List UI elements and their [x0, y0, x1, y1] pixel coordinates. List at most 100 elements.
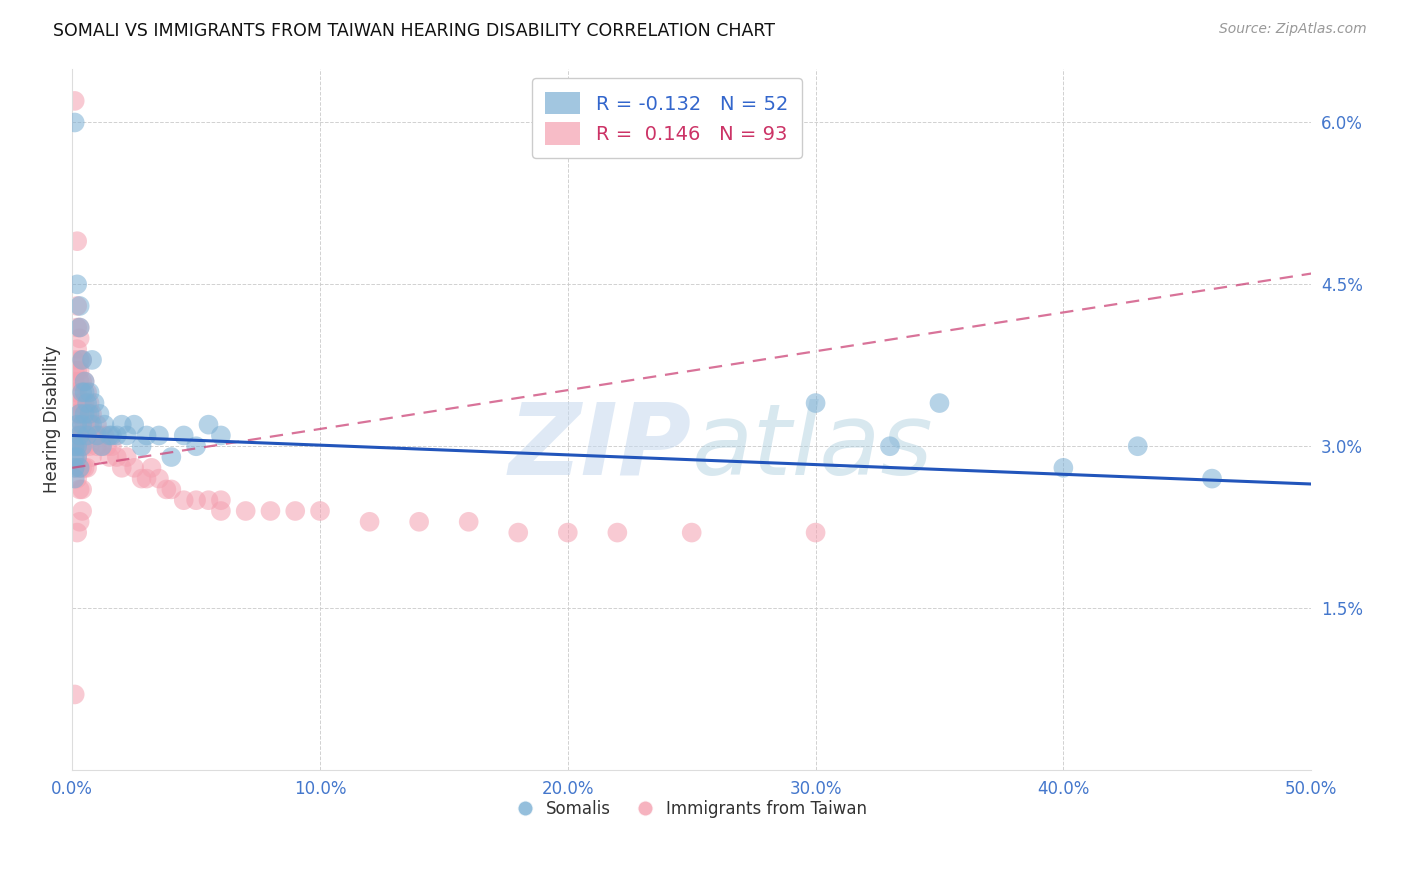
- Somalis: [209, 428, 232, 442]
- Somalis: [63, 460, 86, 475]
- Immigrants from Taiwan: [184, 493, 207, 508]
- Immigrants from Taiwan: [70, 407, 93, 421]
- Immigrants from Taiwan: [135, 472, 157, 486]
- Somalis: [804, 396, 827, 410]
- Somalis: [160, 450, 183, 464]
- Somalis: [63, 115, 86, 129]
- Somalis: [63, 450, 86, 464]
- Immigrants from Taiwan: [69, 375, 91, 389]
- Somalis: [69, 320, 91, 334]
- Immigrants from Taiwan: [73, 375, 96, 389]
- Immigrants from Taiwan: [76, 407, 98, 421]
- Immigrants from Taiwan: [69, 515, 91, 529]
- Immigrants from Taiwan: [73, 460, 96, 475]
- Immigrants from Taiwan: [63, 407, 86, 421]
- Immigrants from Taiwan: [89, 428, 111, 442]
- Immigrants from Taiwan: [69, 439, 91, 453]
- Somalis: [148, 428, 170, 442]
- Somalis: [66, 417, 89, 432]
- Somalis: [66, 439, 89, 453]
- Text: atlas: atlas: [692, 399, 934, 496]
- Immigrants from Taiwan: [141, 460, 163, 475]
- Immigrants from Taiwan: [606, 525, 628, 540]
- Somalis: [879, 439, 901, 453]
- Immigrants from Taiwan: [66, 407, 89, 421]
- Immigrants from Taiwan: [70, 460, 93, 475]
- Immigrants from Taiwan: [66, 385, 89, 400]
- Somalis: [101, 428, 124, 442]
- Somalis: [184, 439, 207, 453]
- Immigrants from Taiwan: [66, 299, 89, 313]
- Immigrants from Taiwan: [115, 450, 138, 464]
- Immigrants from Taiwan: [63, 94, 86, 108]
- Somalis: [105, 428, 128, 442]
- Somalis: [76, 396, 98, 410]
- Immigrants from Taiwan: [70, 396, 93, 410]
- Somalis: [1126, 439, 1149, 453]
- Immigrants from Taiwan: [66, 364, 89, 378]
- Immigrants from Taiwan: [173, 493, 195, 508]
- Immigrants from Taiwan: [457, 515, 479, 529]
- Immigrants from Taiwan: [73, 439, 96, 453]
- Somalis: [70, 352, 93, 367]
- Somalis: [131, 439, 153, 453]
- Immigrants from Taiwan: [70, 428, 93, 442]
- Somalis: [1201, 472, 1223, 486]
- Immigrants from Taiwan: [557, 525, 579, 540]
- Immigrants from Taiwan: [79, 439, 101, 453]
- Somalis: [122, 417, 145, 432]
- Somalis: [73, 385, 96, 400]
- Immigrants from Taiwan: [804, 525, 827, 540]
- Immigrants from Taiwan: [101, 439, 124, 453]
- Immigrants from Taiwan: [66, 472, 89, 486]
- Immigrants from Taiwan: [66, 450, 89, 464]
- Immigrants from Taiwan: [66, 525, 89, 540]
- Immigrants from Taiwan: [70, 352, 93, 367]
- Immigrants from Taiwan: [73, 396, 96, 410]
- Somalis: [69, 407, 91, 421]
- Somalis: [79, 407, 101, 421]
- Immigrants from Taiwan: [70, 483, 93, 497]
- Text: ZIP: ZIP: [509, 399, 692, 496]
- Somalis: [115, 428, 138, 442]
- Somalis: [80, 352, 103, 367]
- Somalis: [173, 428, 195, 442]
- Immigrants from Taiwan: [86, 439, 108, 453]
- Immigrants from Taiwan: [69, 396, 91, 410]
- Immigrants from Taiwan: [209, 493, 232, 508]
- Immigrants from Taiwan: [681, 525, 703, 540]
- Somalis: [79, 385, 101, 400]
- Immigrants from Taiwan: [63, 439, 86, 453]
- Immigrants from Taiwan: [91, 439, 114, 453]
- Somalis: [69, 299, 91, 313]
- Immigrants from Taiwan: [93, 428, 115, 442]
- Immigrants from Taiwan: [69, 460, 91, 475]
- Immigrants from Taiwan: [111, 460, 134, 475]
- Somalis: [135, 428, 157, 442]
- Immigrants from Taiwan: [66, 234, 89, 248]
- Immigrants from Taiwan: [155, 483, 177, 497]
- Immigrants from Taiwan: [131, 472, 153, 486]
- Somalis: [70, 439, 93, 453]
- Immigrants from Taiwan: [86, 417, 108, 432]
- Immigrants from Taiwan: [70, 375, 93, 389]
- Immigrants from Taiwan: [197, 493, 219, 508]
- Legend: Somalis, Immigrants from Taiwan: Somalis, Immigrants from Taiwan: [509, 794, 875, 825]
- Immigrants from Taiwan: [259, 504, 281, 518]
- Immigrants from Taiwan: [76, 385, 98, 400]
- Immigrants from Taiwan: [209, 504, 232, 518]
- Text: Source: ZipAtlas.com: Source: ZipAtlas.com: [1219, 22, 1367, 37]
- Somalis: [197, 417, 219, 432]
- Immigrants from Taiwan: [96, 439, 118, 453]
- Somalis: [86, 428, 108, 442]
- Immigrants from Taiwan: [408, 515, 430, 529]
- Somalis: [83, 396, 105, 410]
- Somalis: [69, 460, 91, 475]
- Somalis: [98, 428, 121, 442]
- Somalis: [73, 407, 96, 421]
- Somalis: [70, 385, 93, 400]
- Y-axis label: Hearing Disability: Hearing Disability: [44, 345, 60, 493]
- Immigrants from Taiwan: [69, 364, 91, 378]
- Somalis: [91, 439, 114, 453]
- Immigrants from Taiwan: [80, 407, 103, 421]
